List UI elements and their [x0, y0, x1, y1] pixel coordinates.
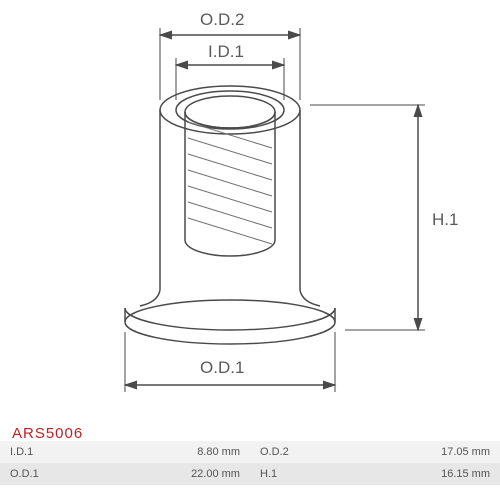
- label-od1: O.D.1: [200, 358, 244, 378]
- part-drawing-svg: [0, 0, 500, 420]
- table-row: O.D.1 22.00 mm H.1 16.15 mm: [0, 463, 500, 485]
- cell-h1-label: H.1: [250, 463, 379, 485]
- cell-od2-label: O.D.2: [250, 441, 379, 463]
- cell-id1-label: I.D.1: [0, 441, 129, 463]
- cell-od2-value: 17.05 mm: [379, 441, 500, 463]
- cell-od1-value: 22.00 mm: [129, 463, 250, 485]
- dimension-table: I.D.1 8.80 mm O.D.2 17.05 mm O.D.1 22.00…: [0, 441, 500, 485]
- label-od2: O.D.2: [200, 10, 244, 30]
- table-row: I.D.1 8.80 mm O.D.2 17.05 mm: [0, 441, 500, 463]
- cell-id1-value: 8.80 mm: [129, 441, 250, 463]
- label-id1: I.D.1: [208, 42, 244, 62]
- cell-h1-value: 16.15 mm: [379, 463, 500, 485]
- technical-drawing: O.D.2 I.D.1 O.D.1 H.1: [0, 0, 500, 420]
- label-h1: H.1: [432, 210, 458, 230]
- part-number: ARS5006: [12, 425, 83, 442]
- cell-od1-label: O.D.1: [0, 463, 129, 485]
